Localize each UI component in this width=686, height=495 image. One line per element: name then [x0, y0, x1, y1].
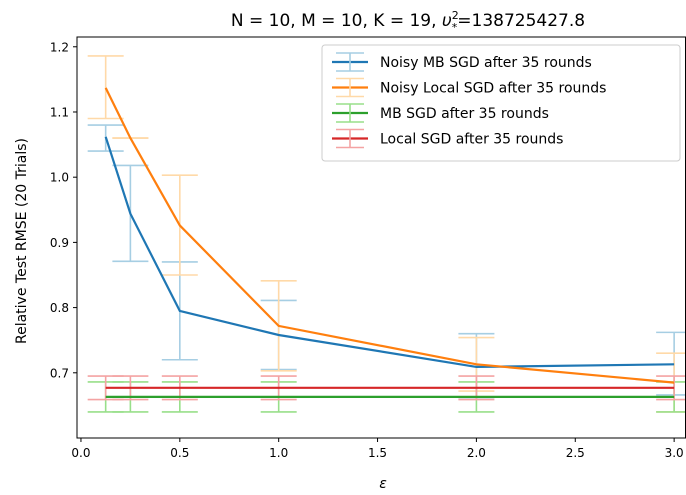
x-tick-label: 3.0: [665, 446, 684, 460]
legend-label: MB SGD after 35 rounds: [380, 106, 549, 122]
title-subscript: *: [452, 21, 458, 34]
legend-entry-0: Noisy MB SGD after 35 rounds: [332, 52, 592, 72]
y-tick-label: 1.2: [50, 40, 69, 54]
legend-label: Noisy Local SGD after 35 rounds: [380, 81, 606, 97]
chart-title: N = 10, M = 10, K = 19, υ2 *=138725427.8: [231, 9, 585, 34]
x-tick-label: 2.0: [467, 446, 486, 460]
x-tick-label: 0.5: [170, 446, 189, 460]
legend-entry-3: Local SGD after 35 rounds: [332, 128, 563, 149]
y-tick-label: 0.8: [50, 301, 69, 315]
legend-entry-2: MB SGD after 35 rounds: [332, 103, 549, 123]
title-value: =138725427.8: [457, 11, 585, 31]
y-tick-label: 0.7: [50, 366, 69, 380]
x-tick-label: 2.5: [566, 446, 585, 460]
y-tick-label: 0.9: [50, 236, 69, 250]
x-tick-label: 1.0: [269, 446, 288, 460]
title-main: N = 10, M = 10, K = 19,: [231, 11, 442, 31]
y-tick-label: 1.1: [50, 105, 69, 119]
legend-label: Local SGD after 35 rounds: [380, 132, 563, 148]
title-superscript: 2: [452, 9, 459, 22]
x-tick-label: 1.5: [368, 446, 387, 460]
plot-area: [87, 55, 686, 413]
legend-label: Noisy MB SGD after 35 rounds: [380, 55, 592, 71]
y-axis-label: Relative Test RMSE (20 Trials): [14, 138, 30, 344]
series-line-1: [104, 87, 675, 384]
x-axis-label: ε: [379, 476, 387, 492]
title-symbol: υ: [442, 11, 452, 31]
legend: Noisy MB SGD after 35 rounds Noisy Local …: [321, 44, 681, 162]
legend-entry-1: Noisy Local SGD after 35 rounds: [332, 77, 606, 98]
y-tick-label: 1.0: [50, 171, 69, 185]
x-tick-label: 0.0: [71, 446, 90, 460]
legend-box: [321, 44, 681, 162]
axes: 0.0 0.5 1.0 1.5 2.0 2.5 3.0 0.7 0.8 0.9 1.0 1.1 1.2: [50, 36, 686, 460]
